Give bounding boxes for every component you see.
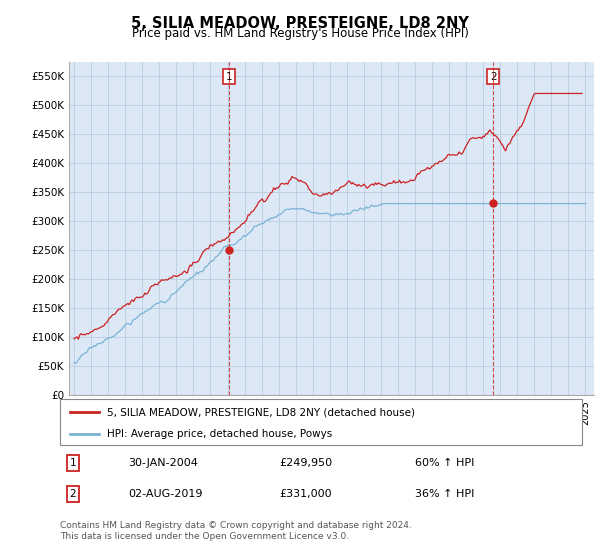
Text: 5, SILIA MEADOW, PRESTEIGNE, LD8 2NY (detached house): 5, SILIA MEADOW, PRESTEIGNE, LD8 2NY (de…	[107, 407, 415, 417]
Text: £249,950: £249,950	[279, 458, 332, 468]
Text: 5, SILIA MEADOW, PRESTEIGNE, LD8 2NY: 5, SILIA MEADOW, PRESTEIGNE, LD8 2NY	[131, 16, 469, 31]
Text: 60% ↑ HPI: 60% ↑ HPI	[415, 458, 475, 468]
Text: 02-AUG-2019: 02-AUG-2019	[128, 489, 202, 499]
Text: 30-JAN-2004: 30-JAN-2004	[128, 458, 198, 468]
Text: 1: 1	[70, 458, 76, 468]
Text: This data is licensed under the Open Government Licence v3.0.: This data is licensed under the Open Gov…	[60, 532, 349, 541]
Text: 1: 1	[226, 72, 232, 82]
FancyBboxPatch shape	[60, 399, 582, 445]
Text: 36% ↑ HPI: 36% ↑ HPI	[415, 489, 475, 499]
Text: £331,000: £331,000	[279, 489, 332, 499]
Text: HPI: Average price, detached house, Powys: HPI: Average price, detached house, Powy…	[107, 429, 332, 438]
Text: Contains HM Land Registry data © Crown copyright and database right 2024.: Contains HM Land Registry data © Crown c…	[60, 521, 412, 530]
Text: 2: 2	[70, 489, 76, 499]
Text: 2: 2	[490, 72, 496, 82]
Text: Price paid vs. HM Land Registry's House Price Index (HPI): Price paid vs. HM Land Registry's House …	[131, 27, 469, 40]
